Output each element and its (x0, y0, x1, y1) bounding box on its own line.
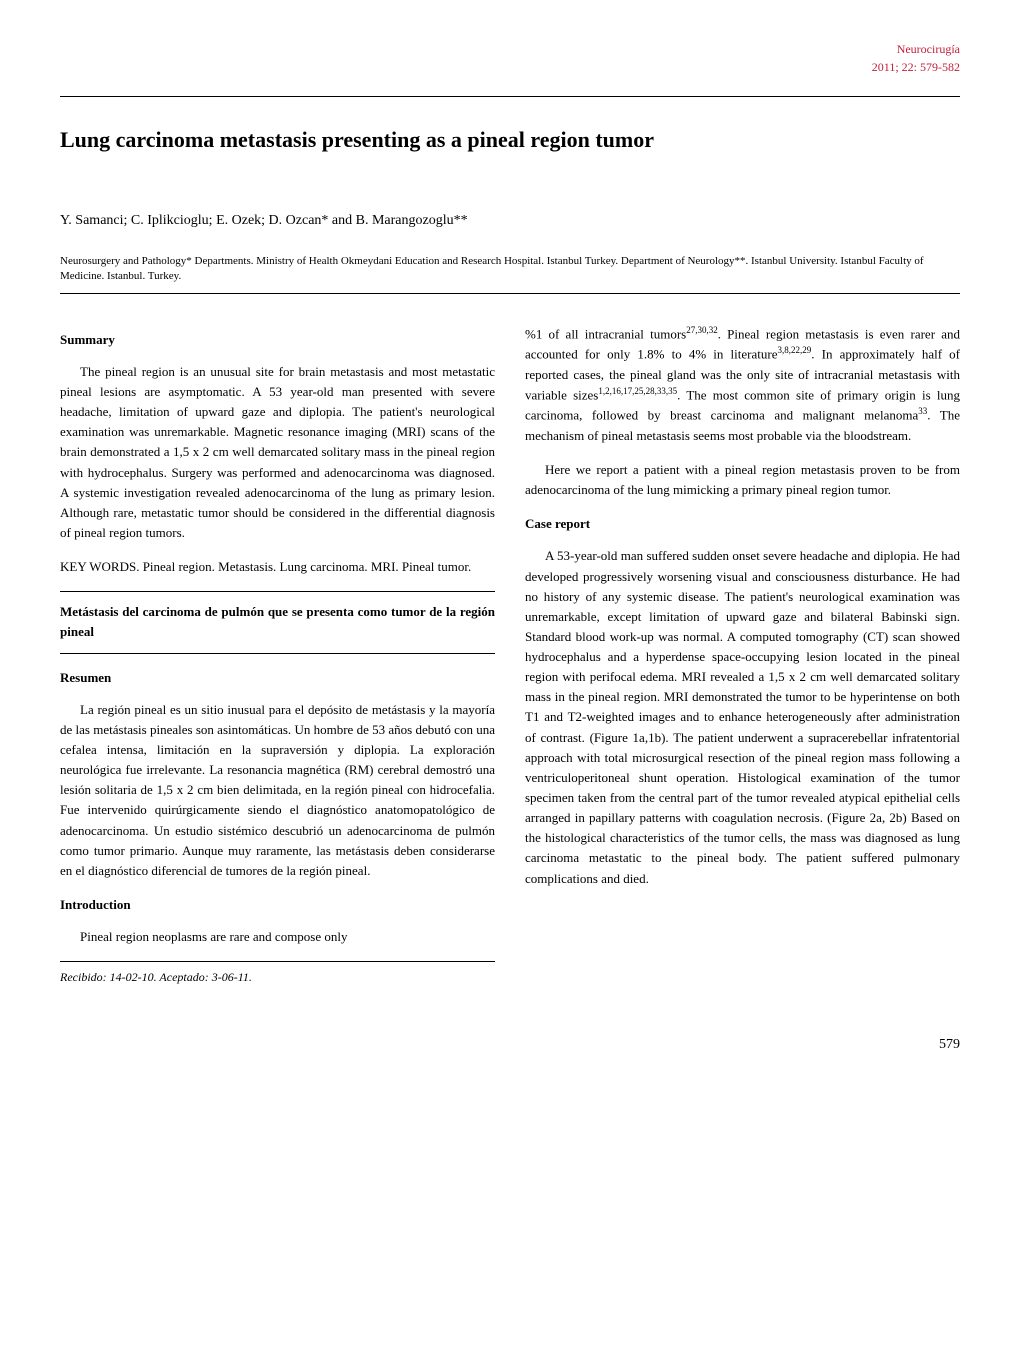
received-accepted: Recibido: 14-02-10. Aceptado: 3-06-11. (60, 968, 495, 987)
introduction-text-left: Pineal region neoplasms are rare and com… (60, 927, 495, 947)
summary-heading: Summary (60, 330, 495, 350)
spanish-title-rule-bottom (60, 653, 495, 654)
citation-sup-3: 1,2,16,17,25,28,33,35 (598, 386, 677, 396)
citation-sup-4: 33 (918, 406, 927, 416)
keywords-line: KEY WORDS. Pineal region. Metastasis. Lu… (60, 557, 495, 577)
resumen-heading: Resumen (60, 668, 495, 688)
citation-sup-2: 3,8,22,29 (777, 345, 811, 355)
left-column: Summary The pineal region is an unusual … (60, 324, 495, 987)
journal-header: Neurocirugía 2011; 22: 579-582 (60, 40, 960, 76)
case-report-heading: Case report (525, 514, 960, 534)
journal-name: Neurocirugía (60, 40, 960, 58)
citation-sup-1: 27,30,32 (686, 325, 718, 335)
introduction-heading: Introduction (60, 895, 495, 915)
spanish-title-rule-top (60, 591, 495, 592)
case-report-text: A 53-year-old man suffered sudden onset … (525, 546, 960, 888)
authors-line: Y. Samanci; C. Iplikcioglu; E. Ozek; D. … (60, 213, 960, 229)
journal-citation: 2011; 22: 579-582 (60, 58, 960, 76)
page-number: 579 (60, 1037, 960, 1053)
spanish-title: Metástasis del carcinoma de pulmón que s… (60, 598, 495, 646)
affiliation-divider (60, 293, 960, 294)
content-columns: Summary The pineal region is an unusual … (60, 324, 960, 987)
header-divider (60, 96, 960, 97)
footer-divider (60, 961, 495, 962)
article-title: Lung carcinoma metastasis presenting as … (60, 127, 960, 153)
right-column: %1 of all intracranial tumors27,30,32. P… (525, 324, 960, 987)
resumen-text: La región pineal es un sitio inusual par… (60, 700, 495, 881)
intro-frag-1: %1 of all intracranial tumors (525, 326, 686, 341)
introduction-para-2: Here we report a patient with a pineal r… (525, 460, 960, 500)
introduction-text-right: %1 of all intracranial tumors27,30,32. P… (525, 324, 960, 446)
affiliations-line: Neurosurgery and Pathology* Departments.… (60, 254, 960, 285)
summary-text: The pineal region is an unusual site for… (60, 362, 495, 543)
